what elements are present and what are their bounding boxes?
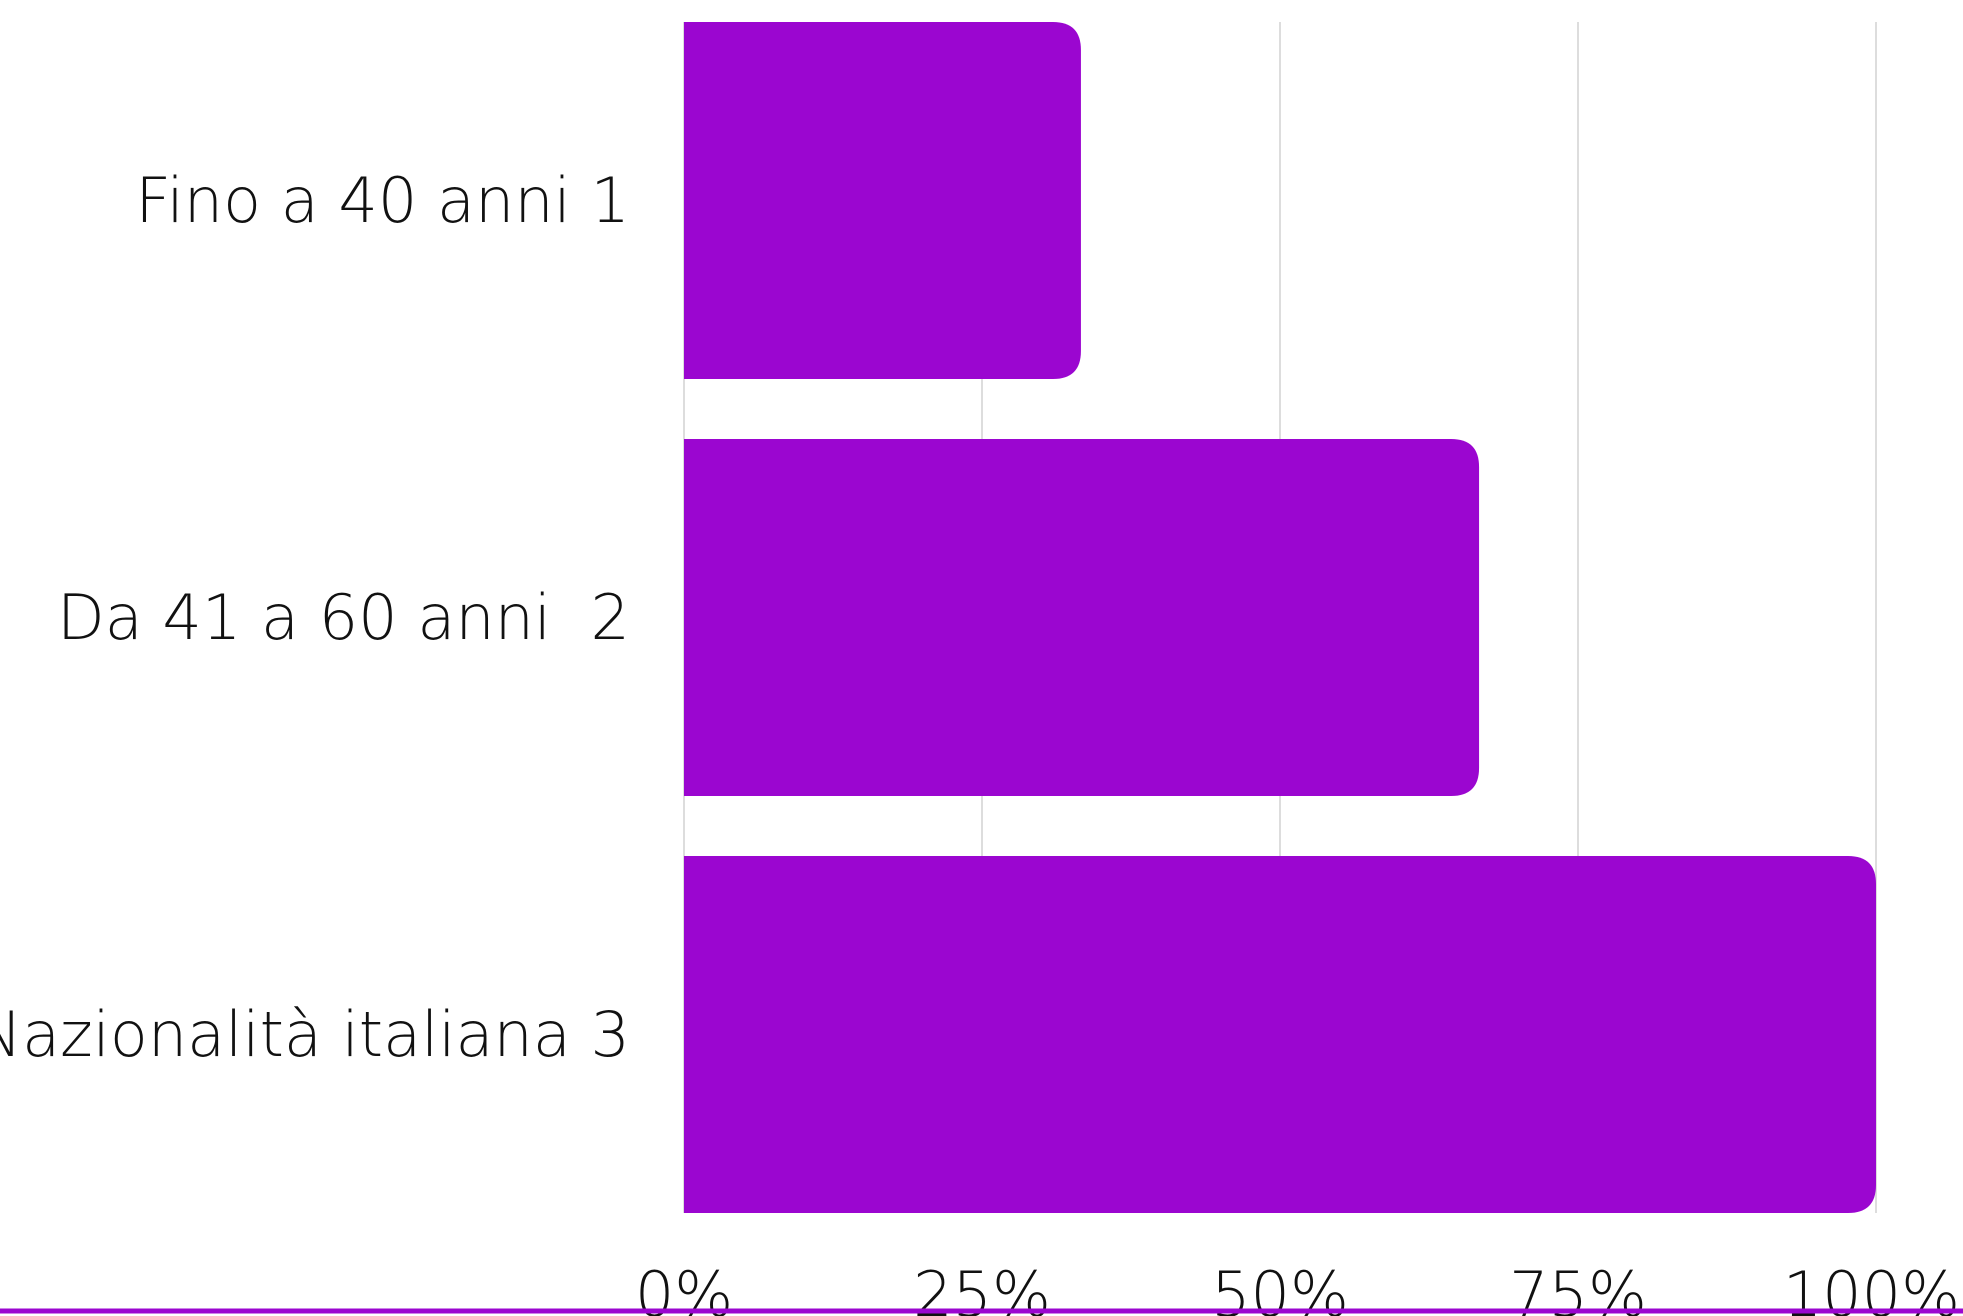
x-tick-label-4: 100% bbox=[1783, 1258, 1960, 1316]
bar-layer bbox=[684, 22, 1876, 1213]
x-tick-label-layer: 0% 25% 50% 75% 100% bbox=[635, 1258, 1960, 1316]
bar-0 bbox=[684, 22, 1081, 379]
x-tick-label-2: 50% bbox=[1211, 1258, 1349, 1316]
bar-1 bbox=[684, 439, 1480, 796]
category-label-layer: Fino a 40 anni 1 Da 41 a 60 anni 2 Naziona… bbox=[0, 164, 630, 1071]
category-label-2: Nazionalità italiana 3 bbox=[0, 998, 630, 1071]
category-label-1: Da 41 a 60 anni 2 bbox=[57, 581, 630, 654]
x-tick-label-3: 75% bbox=[1509, 1258, 1647, 1316]
x-tick-label-0: 0% bbox=[635, 1258, 733, 1316]
x-tick-label-1: 25% bbox=[913, 1258, 1051, 1316]
category-label-0: Fino a 40 anni 1 bbox=[135, 164, 630, 237]
bar-2 bbox=[684, 856, 1876, 1213]
